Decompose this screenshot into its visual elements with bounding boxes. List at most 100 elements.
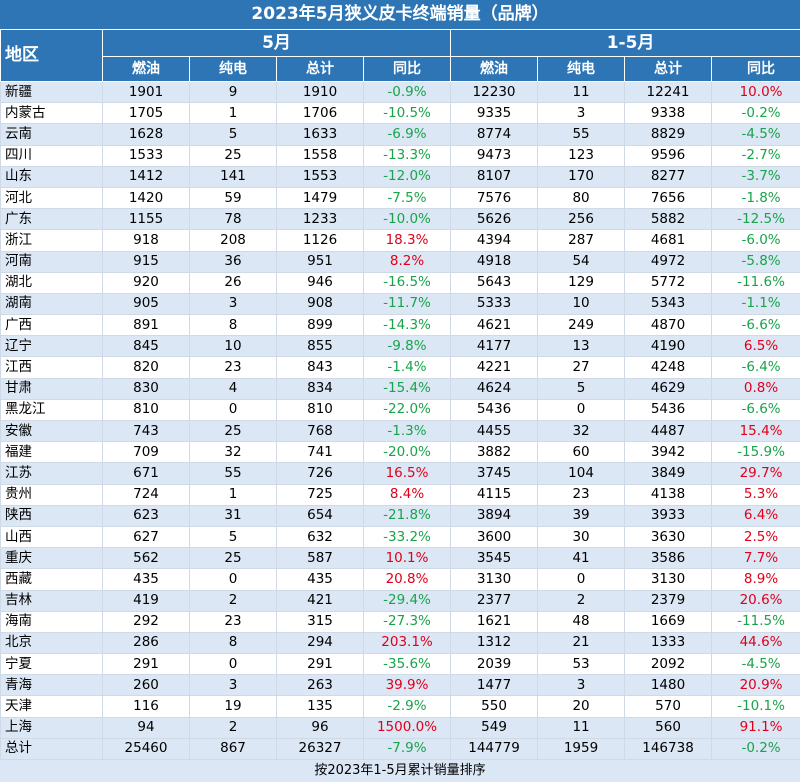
region-cell: 安徽: [1, 421, 103, 442]
value-cell: 5: [190, 526, 277, 547]
yoy-cell: 1500.0%: [364, 717, 451, 738]
value-cell: 1312: [451, 632, 538, 653]
yoy-cell: -12.5%: [712, 209, 800, 230]
value-cell: 3545: [451, 548, 538, 569]
value-cell: 1553: [277, 166, 364, 187]
value-cell: 855: [277, 336, 364, 357]
value-cell: 4394: [451, 230, 538, 251]
value-cell: 80: [538, 187, 625, 208]
value-cell: 55: [190, 463, 277, 484]
value-cell: 291: [103, 654, 190, 675]
value-cell: 3630: [625, 526, 712, 547]
value-cell: 725: [277, 484, 364, 505]
value-cell: 2: [190, 590, 277, 611]
value-cell: 4115: [451, 484, 538, 505]
yoy-cell: 29.7%: [712, 463, 800, 484]
value-cell: 9338: [625, 103, 712, 124]
region-cell: 广东: [1, 209, 103, 230]
region-cell: 山东: [1, 166, 103, 187]
yoy-cell: -2.7%: [712, 145, 800, 166]
value-cell: 8107: [451, 166, 538, 187]
value-cell: 8: [190, 632, 277, 653]
yoy-cell: -15.4%: [364, 378, 451, 399]
value-cell: 54: [538, 251, 625, 272]
value-cell: 1901: [103, 82, 190, 103]
value-cell: 3882: [451, 442, 538, 463]
region-cell: 广西: [1, 315, 103, 336]
value-cell: 830: [103, 378, 190, 399]
value-cell: 810: [103, 399, 190, 420]
region-cell: 浙江: [1, 230, 103, 251]
value-cell: 3745: [451, 463, 538, 484]
region-cell: 新疆: [1, 82, 103, 103]
value-cell: 908: [277, 293, 364, 314]
col-header: 纯电: [538, 57, 625, 82]
yoy-cell: -1.1%: [712, 293, 800, 314]
value-cell: 0: [190, 654, 277, 675]
value-cell: 23: [190, 611, 277, 632]
yoy-cell: -27.3%: [364, 611, 451, 632]
yoy-cell: 203.1%: [364, 632, 451, 653]
value-cell: 4681: [625, 230, 712, 251]
value-cell: 32: [190, 442, 277, 463]
value-cell: 419: [103, 590, 190, 611]
region-cell: 重庆: [1, 548, 103, 569]
col-header: 总计: [625, 57, 712, 82]
value-cell: 263: [277, 675, 364, 696]
value-cell: 39: [538, 505, 625, 526]
region-cell: 内蒙古: [1, 103, 103, 124]
yoy-cell: -6.0%: [712, 230, 800, 251]
value-cell: 4487: [625, 421, 712, 442]
value-cell: 7656: [625, 187, 712, 208]
value-cell: 627: [103, 526, 190, 547]
yoy-cell: -4.5%: [712, 124, 800, 145]
value-cell: 30: [538, 526, 625, 547]
value-cell: 435: [277, 569, 364, 590]
value-cell: 623: [103, 505, 190, 526]
value-cell: 170: [538, 166, 625, 187]
region-cell: 湖南: [1, 293, 103, 314]
yoy-cell: -9.8%: [364, 336, 451, 357]
yoy-cell: -7.5%: [364, 187, 451, 208]
value-cell: 724: [103, 484, 190, 505]
value-cell: 1705: [103, 103, 190, 124]
value-cell: 4138: [625, 484, 712, 505]
yoy-cell: -35.6%: [364, 654, 451, 675]
value-cell: 4221: [451, 357, 538, 378]
value-cell: 4177: [451, 336, 538, 357]
value-cell: 0: [538, 569, 625, 590]
value-cell: 843: [277, 357, 364, 378]
yoy-cell: -14.3%: [364, 315, 451, 336]
region-cell: 甘肃: [1, 378, 103, 399]
value-cell: 129: [538, 272, 625, 293]
yoy-cell: -6.6%: [712, 315, 800, 336]
value-cell: 10: [538, 293, 625, 314]
yoy-cell: -6.9%: [364, 124, 451, 145]
value-cell: 867: [190, 738, 277, 759]
value-cell: 5643: [451, 272, 538, 293]
value-cell: 768: [277, 421, 364, 442]
yoy-cell: 7.7%: [712, 548, 800, 569]
value-cell: 53: [538, 654, 625, 675]
yoy-cell: -1.4%: [364, 357, 451, 378]
yoy-cell: -10.0%: [364, 209, 451, 230]
yoy-cell: -22.0%: [364, 399, 451, 420]
yoy-cell: 0.8%: [712, 378, 800, 399]
yoy-cell: 39.9%: [364, 675, 451, 696]
value-cell: 1126: [277, 230, 364, 251]
value-cell: 12241: [625, 82, 712, 103]
value-cell: 1621: [451, 611, 538, 632]
yoy-cell: -15.9%: [712, 442, 800, 463]
yoy-cell: -13.3%: [364, 145, 451, 166]
